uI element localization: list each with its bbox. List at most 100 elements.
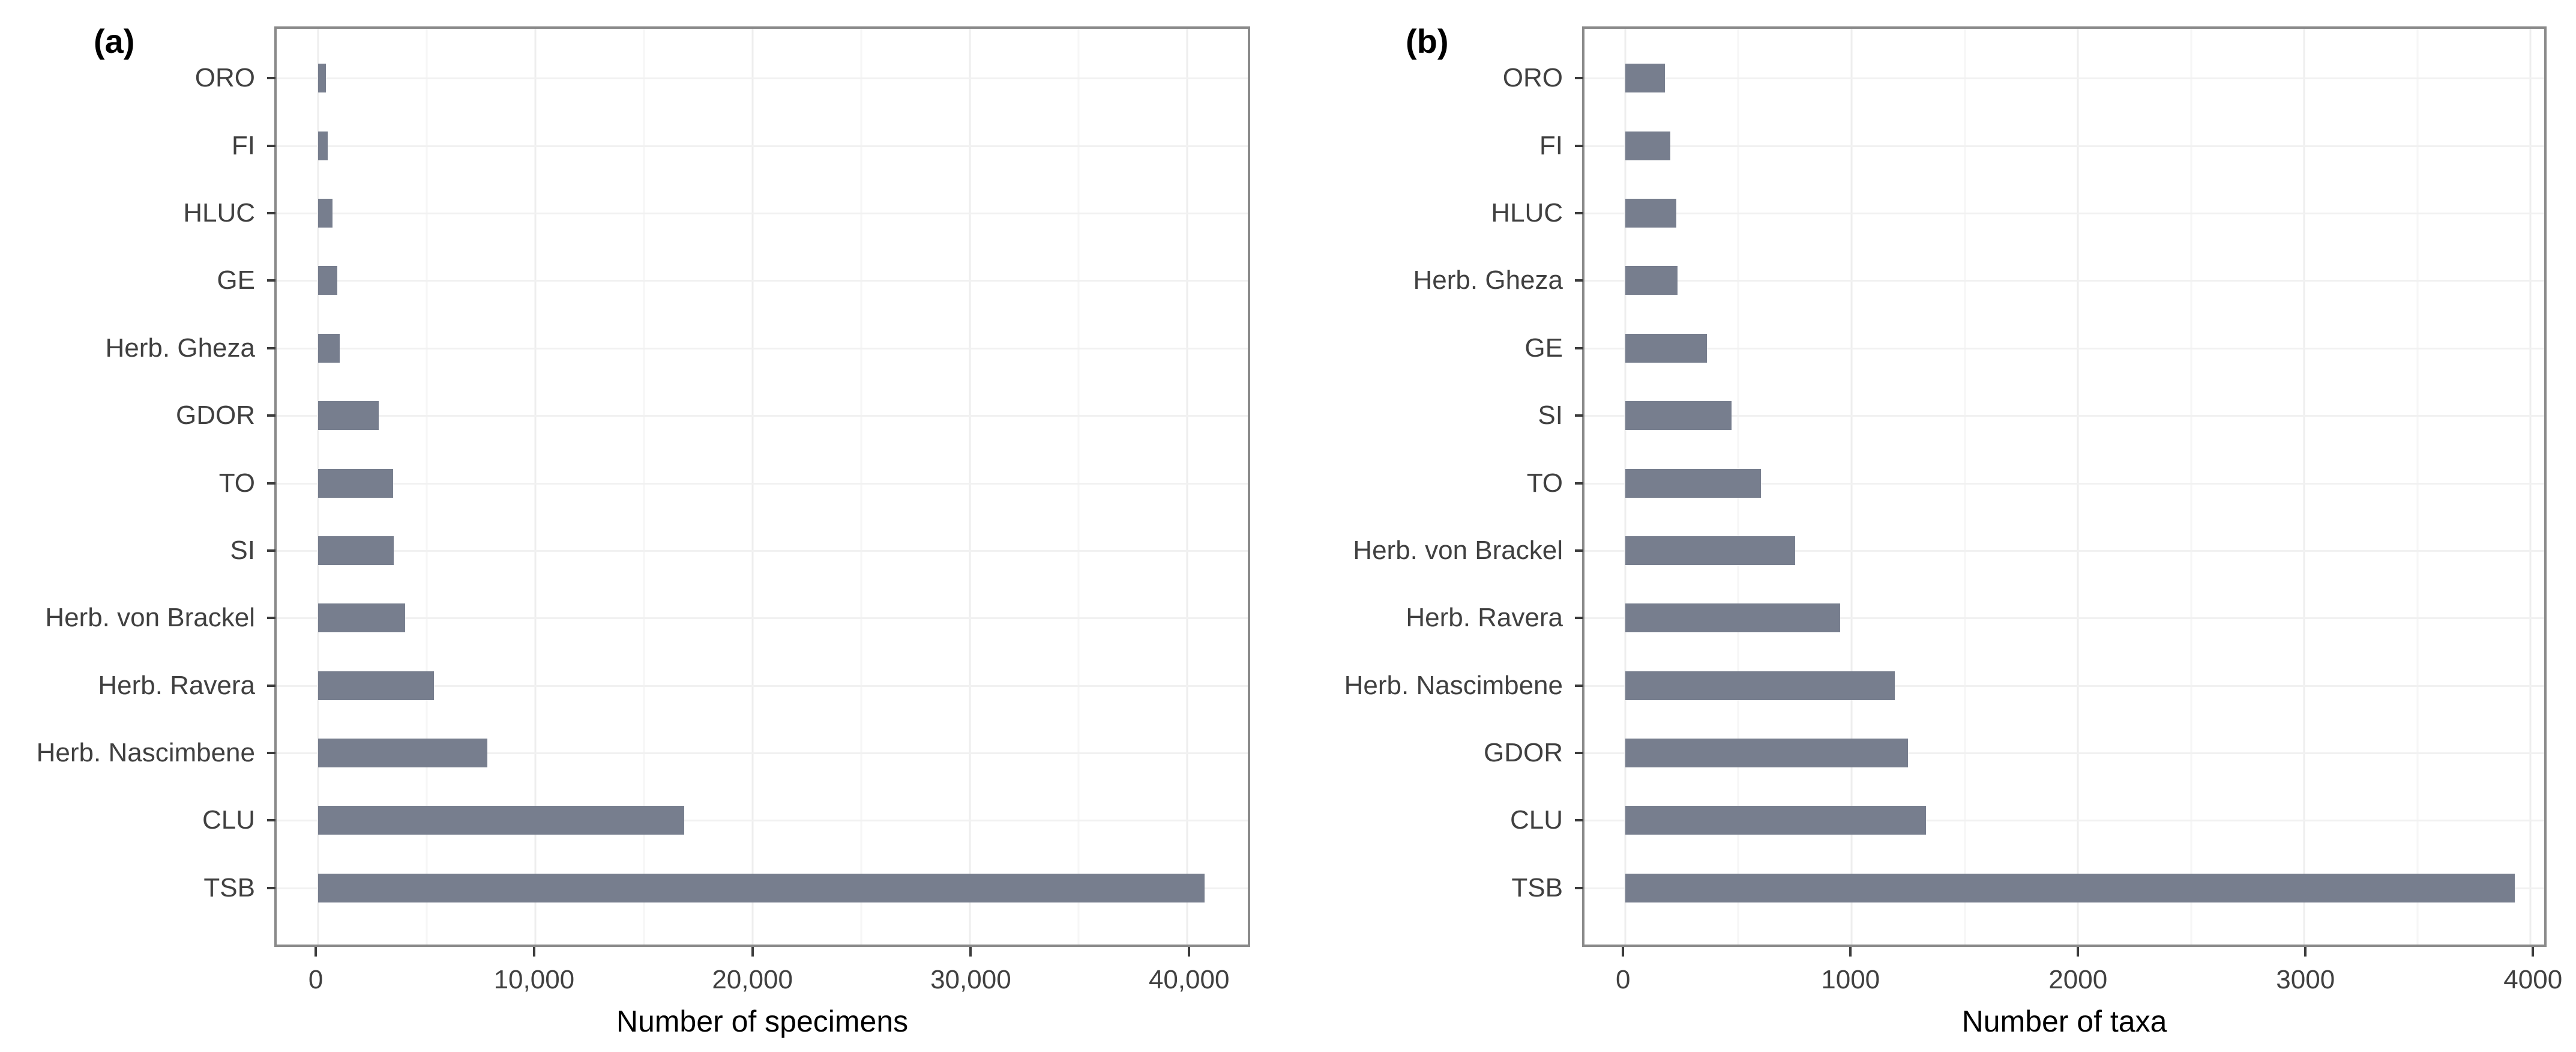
category-label: Herb. Ravera	[98, 670, 255, 700]
bar-hluc	[1625, 198, 1676, 228]
category-label: CLU	[1509, 805, 1563, 835]
bar-oro	[317, 64, 327, 93]
x-tick-label: 40,000	[1148, 965, 1230, 994]
y-tick-mark	[1575, 211, 1583, 214]
y-tick-mark	[1575, 549, 1583, 552]
x-tick-mark	[314, 947, 317, 957]
bar-row: Herb. von Brackel	[45, 584, 1248, 651]
bar-row: Herb. Ravera	[98, 652, 1248, 719]
category-label: HLUC	[1491, 198, 1563, 228]
bar-row: Herb. Gheza	[1413, 247, 2544, 314]
category-label: Herb. Nascimbene	[1344, 670, 1563, 700]
row-gridline	[277, 212, 1248, 214]
panel-b-plot-area: ORO FI HLUC Herb. Gheza GE SI TO Herb. von Brac…	[1344, 26, 2547, 947]
x-tick-label: 20,000	[712, 965, 793, 994]
x-tick-label: 1000	[1821, 965, 1880, 994]
y-tick-mark	[267, 684, 275, 687]
bar-row: GDOR	[1484, 719, 2544, 787]
x-tick-mark	[1188, 947, 1191, 957]
bar-row: GE	[1524, 315, 2544, 382]
x-tick-mark	[1622, 947, 1625, 957]
category-label: SI	[1538, 401, 1563, 431]
x-tick-mark	[532, 947, 535, 957]
row-gridline	[277, 77, 1248, 80]
major-gridline	[2529, 29, 2532, 945]
bar-hluc	[317, 198, 333, 228]
row-gridline	[277, 685, 1248, 687]
bar-row: SI	[230, 517, 1248, 584]
y-tick-mark	[1575, 684, 1583, 687]
x-tick-label: 0	[308, 965, 324, 994]
category-label: Herb. Nascimbene	[36, 738, 255, 768]
x-tick-mark	[1849, 947, 1852, 957]
y-tick-mark	[267, 77, 275, 80]
panel-b-taxa-chart: (b) ORO FI HLUC Herb. Gheza GE SI TO Herb. von …	[1288, 0, 2576, 1052]
minor-gridline	[426, 29, 428, 945]
x-tick-label: 2000	[2048, 965, 2108, 994]
category-label: TSB	[1511, 872, 1563, 902]
bar-row: HLUC	[183, 180, 1248, 247]
row-gridline	[1584, 685, 2544, 687]
row-gridline	[277, 752, 1248, 755]
major-gridline	[2077, 29, 2079, 945]
bar-fi	[317, 131, 328, 160]
category-label: HLUC	[183, 198, 255, 228]
minor-gridline	[2416, 29, 2419, 945]
category-label: SI	[230, 535, 255, 565]
x-tick-label: 4000	[2503, 965, 2563, 994]
y-tick-mark	[267, 211, 275, 214]
bar-herb-gheza	[1625, 266, 1678, 295]
row-gridline	[1584, 549, 2544, 552]
row-gridline	[277, 280, 1248, 282]
row-gridline	[277, 549, 1248, 552]
bar-row: TO	[1527, 449, 2544, 516]
bar-row: GE	[217, 247, 1248, 314]
y-tick-mark	[1575, 819, 1583, 822]
y-tick-mark	[267, 279, 275, 282]
major-gridline	[2303, 29, 2305, 945]
y-tick-mark	[267, 617, 275, 620]
y-tick-mark	[267, 752, 275, 755]
y-tick-mark	[267, 482, 275, 485]
minor-gridline	[1964, 29, 1966, 945]
panel-a-letter: (a)	[94, 22, 135, 60]
bar-row: FI	[232, 112, 1248, 179]
bar-ge	[1625, 333, 1707, 363]
major-gridline	[1850, 29, 1853, 945]
panel-a-x-axis-title: Number of specimens	[616, 1005, 909, 1038]
panel-b-bar-rows: ORO FI HLUC Herb. Gheza GE SI TO Herb. von Brac…	[1344, 29, 2544, 945]
bar-row: HLUC	[1491, 180, 2544, 247]
bar-herb-nascimbene	[317, 739, 488, 768]
row-gridline	[1584, 820, 2544, 822]
category-label: CLU	[202, 805, 255, 835]
category-label: Herb. Ravera	[1406, 603, 1563, 633]
bar-row: Herb. von Brackel	[1353, 517, 2544, 584]
y-tick-mark	[267, 346, 275, 349]
row-gridline	[1584, 415, 2544, 417]
major-gridline	[1186, 29, 1188, 945]
panel-a-plot-area: ORO FI HLUC GE Herb. Gheza GDOR TO SI Herb. von …	[37, 26, 1250, 947]
category-label: GDOR	[1484, 738, 1563, 768]
bar-clu	[317, 806, 685, 835]
panel-b-x-axis-title: Number of taxa	[1961, 1005, 2167, 1038]
row-gridline	[1584, 145, 2544, 147]
bar-row: ORO	[1503, 44, 2544, 112]
bar-gdor	[1625, 739, 1909, 768]
bar-fi	[1625, 131, 1671, 160]
row-gridline	[1584, 280, 2544, 282]
category-label: Herb. Gheza	[105, 333, 255, 363]
minor-gridline	[2190, 29, 2192, 945]
bar-tsb	[317, 873, 1205, 902]
y-tick-mark	[1575, 752, 1583, 755]
bar-herb-von-brackel	[1625, 536, 1795, 565]
bar-row: FI	[1539, 112, 2544, 179]
bar-herb-ravera	[1625, 603, 1841, 633]
category-label: TO	[218, 468, 255, 498]
bar-row: Herb. Nascimbene	[37, 719, 1248, 787]
category-label: Herb. von Brackel	[45, 603, 255, 633]
category-label: GE	[1524, 333, 1563, 363]
bar-row: TSB	[203, 854, 1248, 922]
panel-b-letter: (b)	[1406, 22, 1449, 60]
row-gridline	[1584, 347, 2544, 349]
